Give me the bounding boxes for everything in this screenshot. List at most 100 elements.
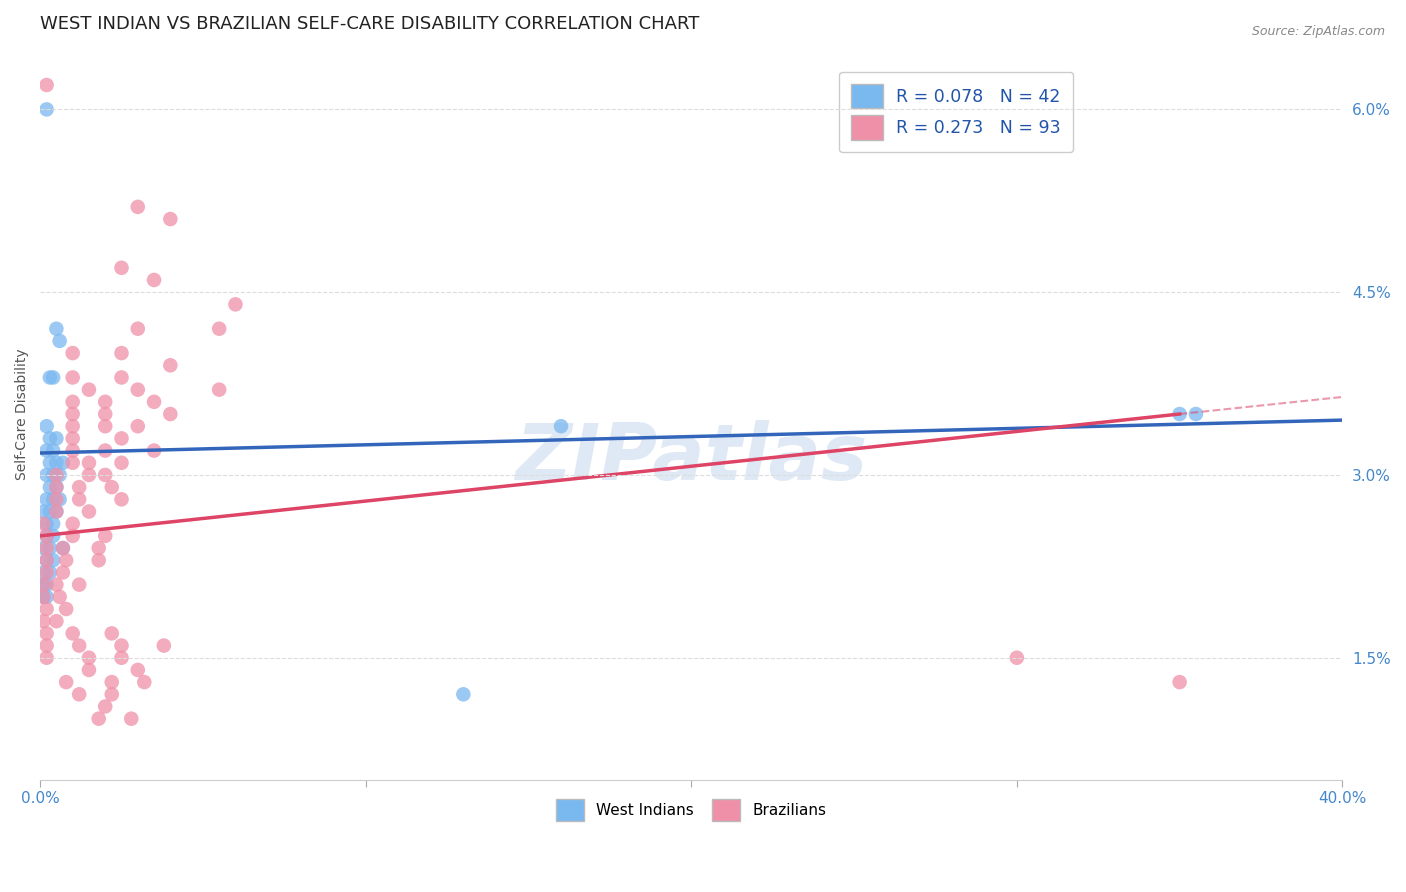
Point (45, 577, 67, 591)
Point (32, 516, 55, 531)
Point (42, 529, 65, 543)
Point (55, 675, 77, 690)
Point (77, 467, 100, 482)
Point (87, 553, 110, 567)
Point (38, 480, 60, 494)
Point (35, 553, 58, 567)
Point (110, 492, 132, 507)
Point (48, 492, 70, 507)
Point (32, 566, 55, 580)
Point (1185, 407, 1208, 421)
Point (45, 492, 67, 507)
Point (94, 394, 117, 409)
Text: WEST INDIAN VS BRAZILIAN SELF-CARE DISABILITY CORRELATION CHART: WEST INDIAN VS BRAZILIAN SELF-CARE DISAB… (41, 15, 700, 33)
Point (208, 383, 231, 397)
Point (110, 456, 132, 470)
Point (35, 541, 58, 555)
Point (159, 359, 181, 373)
Point (110, 639, 132, 653)
Point (35, 553, 58, 567)
Point (42, 370, 65, 384)
Point (77, 650, 100, 665)
Point (550, 419, 572, 434)
Point (100, 480, 122, 494)
Point (32, 504, 55, 518)
Point (127, 200, 149, 214)
Point (52, 541, 75, 555)
Point (110, 260, 132, 275)
Point (62, 407, 84, 421)
Point (77, 456, 100, 470)
Point (35, 626, 58, 640)
Point (110, 346, 132, 360)
Point (159, 212, 181, 227)
Point (32, 614, 55, 628)
Point (45, 504, 67, 518)
Point (35, 566, 58, 580)
Point (134, 675, 156, 690)
Point (38, 541, 60, 555)
Point (35, 103, 58, 117)
Point (48, 334, 70, 348)
Point (35, 590, 58, 604)
Point (94, 467, 117, 482)
Text: ZIPatlas: ZIPatlas (515, 420, 868, 496)
Point (35, 492, 58, 507)
Point (143, 394, 166, 409)
Point (453, 687, 475, 701)
Point (32, 577, 55, 591)
Point (35, 529, 58, 543)
Point (35, 650, 58, 665)
Point (224, 297, 246, 311)
Point (45, 456, 67, 470)
Point (120, 712, 142, 726)
Point (87, 712, 110, 726)
Point (42, 492, 65, 507)
Point (35, 577, 58, 591)
Point (38, 456, 60, 470)
Point (100, 675, 122, 690)
Point (35, 443, 58, 458)
Point (35, 467, 58, 482)
Point (127, 663, 149, 677)
Point (1168, 407, 1191, 421)
Point (45, 480, 67, 494)
Point (127, 419, 149, 434)
Point (62, 529, 84, 543)
Point (100, 687, 122, 701)
Point (45, 480, 67, 494)
Point (143, 273, 166, 287)
Point (77, 383, 100, 397)
Point (208, 322, 231, 336)
Point (38, 504, 60, 518)
Point (127, 322, 149, 336)
Point (127, 383, 149, 397)
Point (42, 443, 65, 458)
Point (67, 480, 90, 494)
Point (32, 590, 55, 604)
Point (48, 590, 70, 604)
Point (45, 431, 67, 445)
Point (1005, 650, 1028, 665)
Point (62, 456, 84, 470)
Point (159, 407, 181, 421)
Point (62, 370, 84, 384)
Point (55, 602, 77, 616)
Point (45, 467, 67, 482)
Point (143, 443, 166, 458)
Point (35, 529, 58, 543)
Point (77, 663, 100, 677)
Point (62, 431, 84, 445)
Point (67, 687, 90, 701)
Point (35, 516, 58, 531)
Point (100, 626, 122, 640)
Point (52, 456, 75, 470)
Point (62, 394, 84, 409)
Point (94, 419, 117, 434)
Point (87, 541, 110, 555)
Point (52, 566, 75, 580)
Point (32, 577, 55, 591)
Point (45, 614, 67, 628)
Point (94, 699, 117, 714)
Point (52, 541, 75, 555)
